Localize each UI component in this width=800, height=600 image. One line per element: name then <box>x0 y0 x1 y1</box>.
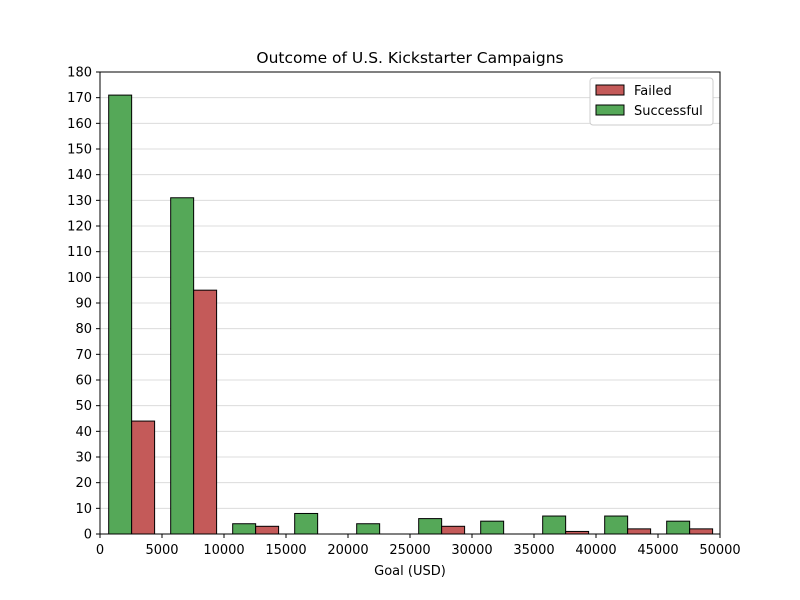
bar-failed-40000 <box>627 528 652 535</box>
y-tick-label: 20 <box>75 476 92 491</box>
y-tick-label: 40 <box>75 425 92 440</box>
legend-swatch-failed <box>595 84 625 96</box>
bar-successful-20000 <box>356 523 381 535</box>
bars <box>108 94 714 535</box>
bar-successful-25000 <box>418 518 443 535</box>
y-tick-label: 120 <box>67 220 92 235</box>
bar-failed-45000 <box>689 528 714 535</box>
bar-successful-35000 <box>542 515 567 535</box>
x-tick-label: 10000 <box>203 543 244 558</box>
y-tick-label: 50 <box>75 399 92 414</box>
x-tick-label: 0 <box>96 543 104 558</box>
bar-successful-15000 <box>294 512 319 535</box>
y-tick-label: 0 <box>84 528 92 543</box>
x-tick-label: 35000 <box>513 543 554 558</box>
y-tick-label: 10 <box>75 502 92 517</box>
y-tick-label: 70 <box>75 348 92 363</box>
y-tick-label: 90 <box>75 297 92 312</box>
x-tick-label: 45000 <box>637 543 678 558</box>
legend-label-failed: Failed <box>634 84 672 99</box>
y-axis: 0 10 20 30 40 50 60 70 80 90 100 110 120 130 140 150 160… <box>67 66 100 543</box>
bar-successful-0 <box>108 94 133 535</box>
y-tick-label: 100 <box>67 271 92 286</box>
legend: Failed Successful <box>589 77 714 126</box>
y-tick-label: 170 <box>67 91 92 106</box>
x-tick-label: 30000 <box>451 543 492 558</box>
x-tick-label: 25000 <box>389 543 430 558</box>
x-axis-label: Goal (USD) <box>374 564 446 579</box>
x-tick-label: 5000 <box>145 543 178 558</box>
bar-successful-5000 <box>170 197 195 535</box>
bar-successful-30000 <box>480 520 505 535</box>
legend-label-successful: Successful <box>634 104 703 119</box>
y-tick-label: 140 <box>67 168 92 183</box>
y-tick-label: 180 <box>67 66 92 81</box>
bar-failed-25000 <box>441 525 466 535</box>
bar-failed-5000 <box>193 289 218 535</box>
y-tick-label: 60 <box>75 374 92 389</box>
x-tick-label: 50000 <box>699 543 740 558</box>
bar-successful-10000 <box>232 523 257 535</box>
y-tick-label: 30 <box>75 451 92 466</box>
y-tick-label: 110 <box>67 245 92 260</box>
bar-failed-10000 <box>255 525 280 535</box>
x-tick-label: 20000 <box>327 543 368 558</box>
bar-successful-45000 <box>666 520 691 535</box>
chart-title: Outcome of U.S. Kickstarter Campaigns <box>256 49 563 67</box>
y-tick-label: 160 <box>67 117 92 132</box>
x-tick-label: 15000 <box>265 543 306 558</box>
y-tick-label: 150 <box>67 143 92 158</box>
y-tick-label: 80 <box>75 322 92 337</box>
x-tick-label: 40000 <box>575 543 616 558</box>
bar-successful-40000 <box>604 515 629 535</box>
bar-failed-0 <box>131 420 156 535</box>
legend-swatch-successful <box>595 104 625 116</box>
y-tick-label: 130 <box>67 194 92 209</box>
x-axis: 0 5000 10000 15000 20000 25000 30000 35000 40000… <box>96 534 741 558</box>
